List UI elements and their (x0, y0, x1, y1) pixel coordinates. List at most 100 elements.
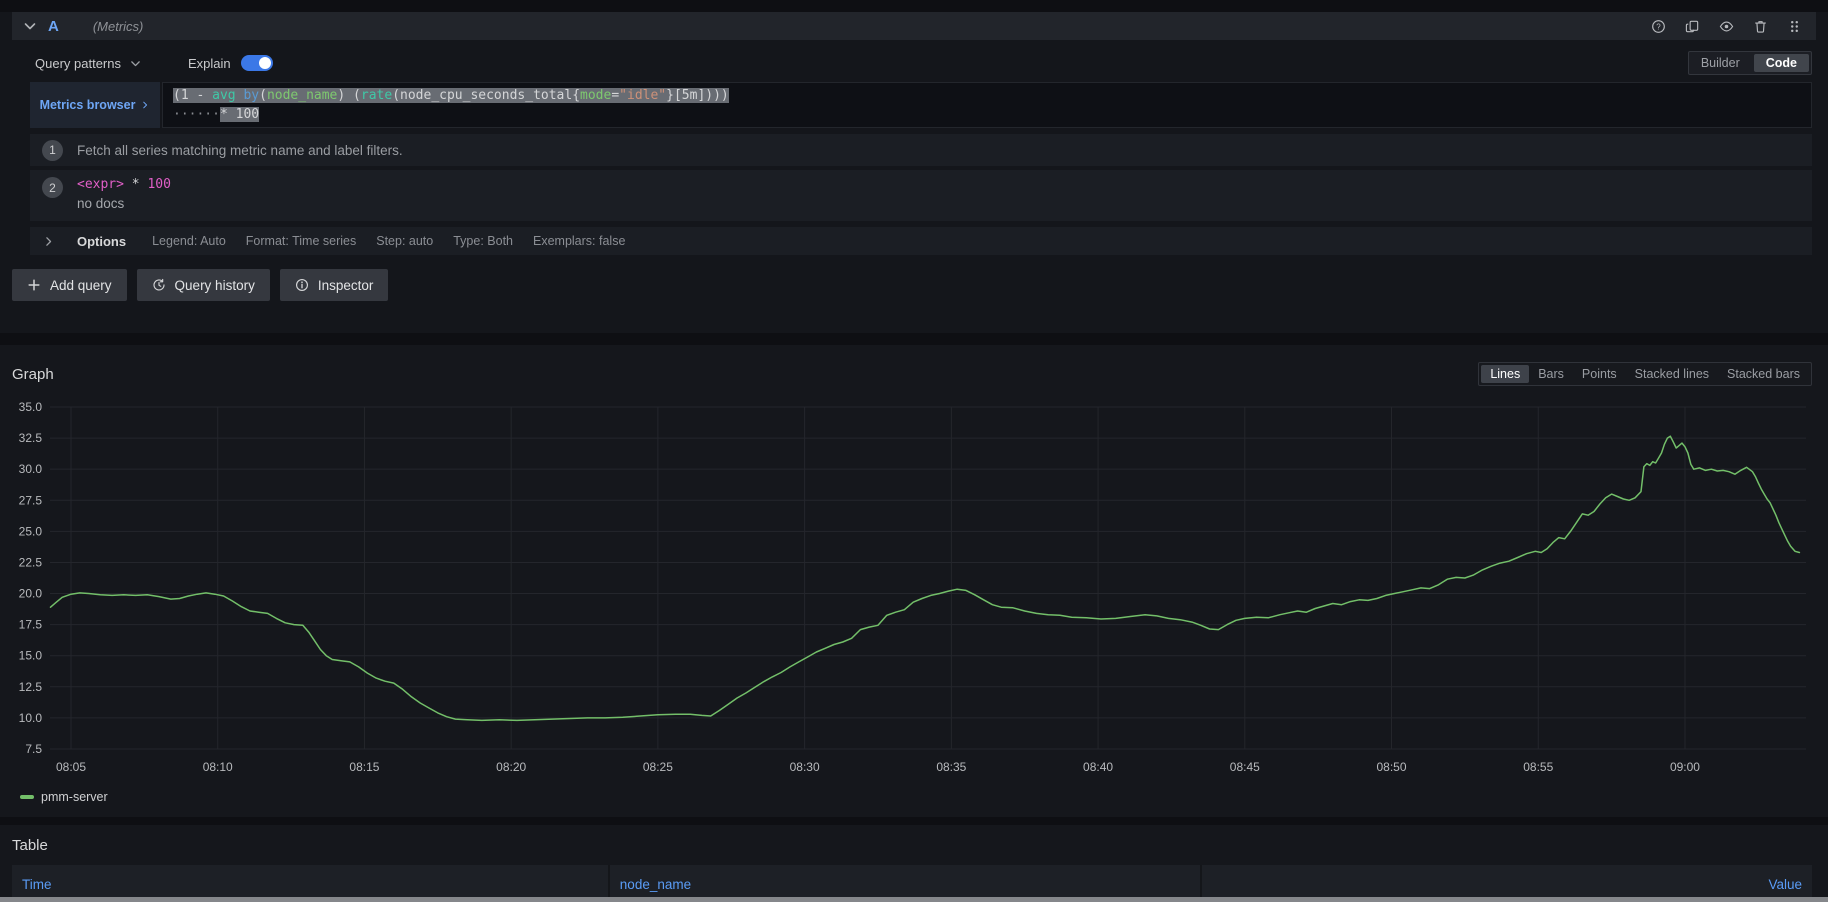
button-label: Query history (175, 278, 255, 293)
query-history-button[interactable]: Query history (137, 269, 270, 301)
trash-icon[interactable] (1753, 19, 1768, 34)
toggle-knob (259, 57, 271, 69)
button-label: Add query (50, 278, 112, 293)
explore-query-view: A (Metrics) ? Query patterns Explain Bui… (0, 0, 1828, 902)
query-toolbar: Query patterns Explain BuilderCode (0, 48, 1828, 78)
query-row-header: A (Metrics) ? (12, 12, 1816, 40)
explain-steps: 1Fetch all series matching metric name a… (0, 134, 1828, 221)
legend-color-swatch (20, 795, 34, 799)
explain-toggle[interactable] (241, 55, 273, 71)
display-mode-lines[interactable]: Lines (1481, 365, 1529, 383)
display-mode-points[interactable]: Points (1573, 365, 1626, 383)
options-meta-item: Type: Both (453, 234, 513, 248)
query-header-actions: ? (1651, 19, 1802, 34)
display-mode-stacked-bars[interactable]: Stacked bars (1718, 365, 1809, 383)
inspector-button[interactable]: Inspector (280, 269, 389, 301)
y-axis-tick-label: 32.5 (19, 431, 43, 445)
table-panel: Table Timenode_nameValue (0, 825, 1828, 902)
options-meta-item: Legend: Auto (152, 234, 226, 248)
metrics-browser-label: Metrics browser (40, 98, 136, 112)
chart-svg: 35.032.530.027.525.022.520.017.515.012.5… (8, 389, 1816, 781)
chevron-right-icon (42, 235, 55, 248)
editor-mode-switch: BuilderCode (1688, 51, 1812, 75)
editor-mode-code[interactable]: Code (1754, 54, 1809, 72)
x-axis-tick-label: 09:00 (1670, 760, 1700, 774)
x-axis-tick-label: 08:45 (1230, 760, 1260, 774)
promql-code-editor[interactable]: (1 - avg by(node_name) (rate(node_cpu_se… (162, 82, 1812, 128)
duplicate-icon[interactable] (1685, 19, 1700, 34)
options-label: Options (77, 234, 126, 249)
code-token: = (611, 88, 619, 103)
query-editor-panel: A (Metrics) ? Query patterns Explain Bui… (0, 12, 1828, 333)
graph-display-mode-switch: LinesBarsPointsStacked linesStacked bars (1478, 362, 1812, 386)
code-token: "idle" (619, 88, 666, 103)
y-axis-tick-label: 17.5 (19, 618, 43, 632)
code-token: (1 - (173, 88, 212, 103)
chevron-down-icon (129, 57, 142, 70)
graph-legend: pmm-server (20, 786, 1812, 808)
time-series-chart[interactable]: 35.032.530.027.525.022.520.017.515.012.5… (8, 389, 1812, 786)
code-token: rate (361, 88, 392, 103)
options-meta-item: Step: auto (376, 234, 433, 248)
x-axis-tick-label: 08:10 (203, 760, 233, 774)
x-axis-tick-label: 08:35 (936, 760, 966, 774)
x-axis-tick-label: 08:50 (1377, 760, 1407, 774)
step-body: <expr> * 100 no docs (77, 175, 171, 214)
x-axis-tick-label: 08:55 (1523, 760, 1553, 774)
y-axis-tick-label: 7.5 (25, 742, 42, 756)
code-token: 100 (147, 177, 170, 192)
code-token: ) ( (337, 88, 360, 103)
y-axis-tick-label: 10.0 (19, 711, 43, 725)
help-icon[interactable]: ? (1651, 19, 1666, 34)
options-expander-row[interactable]: Options Legend: Auto Format: Time series S… (30, 227, 1812, 255)
step-number-badge: 2 (42, 177, 63, 198)
y-axis-tick-label: 20.0 (19, 587, 43, 601)
explain-label: Explain (188, 56, 231, 71)
query-action-buttons: Add query Query history Inspector (12, 269, 1828, 301)
code-token: by (243, 88, 259, 103)
code-token: node_name (267, 88, 337, 103)
x-axis-tick-label: 08:40 (1083, 760, 1113, 774)
svg-text:?: ? (1656, 22, 1661, 31)
eye-icon[interactable] (1719, 19, 1734, 34)
collapse-query-icon[interactable] (22, 18, 38, 34)
display-mode-stacked-lines[interactable]: Stacked lines (1626, 365, 1718, 383)
code-token: * (124, 177, 147, 192)
y-axis-tick-label: 35.0 (19, 400, 43, 414)
history-icon (152, 278, 166, 292)
query-patterns-dropdown[interactable]: Query patterns (35, 56, 142, 71)
query-editor-row: Metrics browser (1 - avg by(node_name) (… (30, 82, 1812, 128)
y-axis-tick-label: 12.5 (19, 680, 43, 694)
x-axis-tick-label: 08:05 (56, 760, 86, 774)
y-axis-tick-label: 30.0 (19, 462, 43, 476)
query-ref-id[interactable]: A (48, 18, 59, 35)
legend-series-label: pmm-server (41, 790, 108, 804)
plus-icon (27, 278, 41, 292)
code-token: ······ (173, 107, 220, 122)
x-axis-tick-label: 08:20 (496, 760, 526, 774)
table-panel-title: Table (12, 837, 48, 854)
step-body: Fetch all series matching metric name an… (77, 143, 403, 158)
y-axis-tick-label: 25.0 (19, 524, 43, 538)
info-icon (295, 278, 309, 292)
add-query-button[interactable]: Add query (12, 269, 127, 301)
step-docs: no docs (77, 194, 171, 214)
metrics-browser-button[interactable]: Metrics browser (30, 82, 160, 128)
display-mode-bars[interactable]: Bars (1529, 365, 1573, 383)
code-token: avg (212, 88, 243, 103)
series-line-pmm-server (51, 436, 1800, 720)
editor-mode-builder[interactable]: Builder (1689, 52, 1752, 74)
table-partial-row (0, 897, 1828, 902)
code-token: mode (580, 88, 611, 103)
y-axis-tick-label: 27.5 (19, 493, 43, 507)
x-axis-tick-label: 08:25 (643, 760, 673, 774)
legend-item[interactable]: pmm-server (20, 790, 108, 804)
drag-handle-icon[interactable] (1787, 19, 1802, 34)
code-token: <expr> (77, 177, 124, 192)
code-token: (node_cpu_seconds_total{ (392, 88, 580, 103)
options-meta-item: Format: Time series (246, 234, 356, 248)
explain-step-1: 1Fetch all series matching metric name a… (30, 134, 1812, 166)
graph-panel-title: Graph (12, 366, 54, 383)
query-patterns-label: Query patterns (35, 56, 121, 71)
chevron-right-icon (140, 100, 150, 110)
